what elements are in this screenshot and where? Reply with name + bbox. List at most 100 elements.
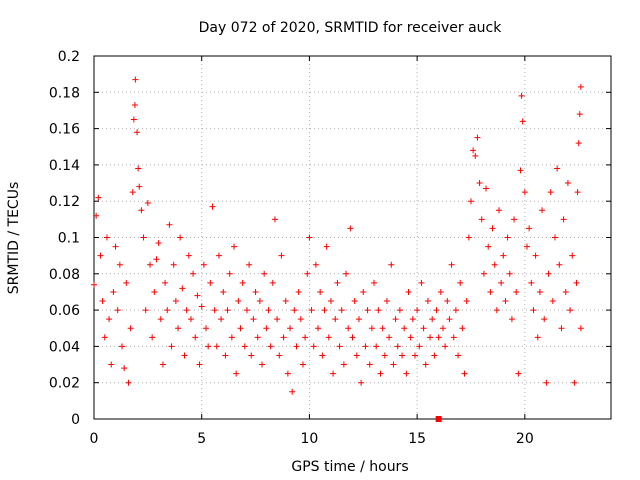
data-point xyxy=(500,252,507,259)
data-point xyxy=(358,379,365,386)
data-point xyxy=(480,270,487,277)
data-point xyxy=(155,239,162,246)
data-point xyxy=(211,307,218,314)
data-point xyxy=(196,361,203,368)
data-point xyxy=(147,261,154,268)
data-point xyxy=(226,270,233,277)
data-point xyxy=(577,325,584,332)
data-point xyxy=(175,325,182,332)
data-point xyxy=(483,185,490,192)
data-point xyxy=(248,352,255,359)
data-point xyxy=(142,307,149,314)
data-point xyxy=(291,307,298,314)
data-point xyxy=(289,388,296,395)
data-point xyxy=(114,307,121,314)
data-point xyxy=(224,307,231,314)
data-point xyxy=(149,334,156,341)
data-point xyxy=(386,334,393,341)
data-point xyxy=(396,307,403,314)
data-point xyxy=(129,189,136,196)
data-point xyxy=(424,298,431,305)
data-point xyxy=(135,165,142,172)
data-point xyxy=(437,288,444,295)
data-point xyxy=(181,352,188,359)
grid-lines xyxy=(94,56,611,419)
data-point xyxy=(297,316,304,323)
data-point xyxy=(373,343,380,350)
y-tick-label: 0.1 xyxy=(58,231,80,247)
data-point xyxy=(282,298,289,305)
data-point xyxy=(549,298,556,305)
data-point xyxy=(106,316,113,323)
data-point xyxy=(340,361,347,368)
data-point xyxy=(465,234,472,241)
data-point xyxy=(519,118,526,125)
data-point xyxy=(116,261,123,268)
data-point xyxy=(526,225,533,232)
data-point xyxy=(220,288,227,295)
data-point xyxy=(207,279,214,286)
data-point xyxy=(306,234,313,241)
data-point xyxy=(577,83,584,90)
data-point xyxy=(138,207,145,214)
data-point xyxy=(99,298,106,305)
data-point xyxy=(351,298,358,305)
data-point xyxy=(233,370,240,377)
data-point xyxy=(164,307,171,314)
data-point xyxy=(284,370,291,377)
data-point xyxy=(545,270,552,277)
data-point xyxy=(134,129,141,136)
data-point xyxy=(269,279,276,286)
data-point xyxy=(127,325,134,332)
data-point xyxy=(371,279,378,286)
data-point xyxy=(435,334,442,341)
data-point xyxy=(349,334,356,341)
data-point xyxy=(377,370,384,377)
data-point xyxy=(93,212,100,219)
data-point xyxy=(121,365,128,372)
data-point xyxy=(368,325,375,332)
data-point xyxy=(177,234,184,241)
data-point xyxy=(558,325,565,332)
data-point xyxy=(172,298,179,305)
x-tick-label: 5 xyxy=(197,431,206,447)
data-point xyxy=(280,334,287,341)
data-point xyxy=(246,261,253,268)
data-point xyxy=(554,165,561,172)
data-point xyxy=(317,288,324,295)
data-point xyxy=(241,343,248,350)
data-point xyxy=(511,216,518,223)
data-point xyxy=(332,316,339,323)
data-point xyxy=(562,288,569,295)
data-point xyxy=(218,316,225,323)
data-point xyxy=(409,316,416,323)
data-point xyxy=(215,252,222,259)
data-point xyxy=(455,352,462,359)
data-point xyxy=(489,225,496,232)
data-point xyxy=(95,194,102,201)
data-point xyxy=(252,288,259,295)
data-point xyxy=(336,343,343,350)
data-point xyxy=(267,343,274,350)
data-point xyxy=(431,352,438,359)
data-point xyxy=(168,343,175,350)
chart-title: Day 072 of 2020, SRMTID for receiver auc… xyxy=(199,20,503,36)
data-point xyxy=(539,207,546,214)
data-point xyxy=(319,352,326,359)
y-tick-label: 0.18 xyxy=(49,85,80,101)
data-point xyxy=(487,288,494,295)
data-point xyxy=(265,307,272,314)
outlier-marker xyxy=(435,416,442,422)
data-point xyxy=(420,325,427,332)
data-point xyxy=(564,180,571,187)
y-tick-label: 0.16 xyxy=(49,122,80,138)
data-point xyxy=(470,147,477,154)
data-point xyxy=(407,334,414,341)
data-point xyxy=(293,343,300,350)
data-point xyxy=(575,140,582,147)
data-point xyxy=(472,152,479,159)
y-tick-label: 0.02 xyxy=(49,376,80,392)
data-point xyxy=(308,307,315,314)
data-point xyxy=(287,325,294,332)
